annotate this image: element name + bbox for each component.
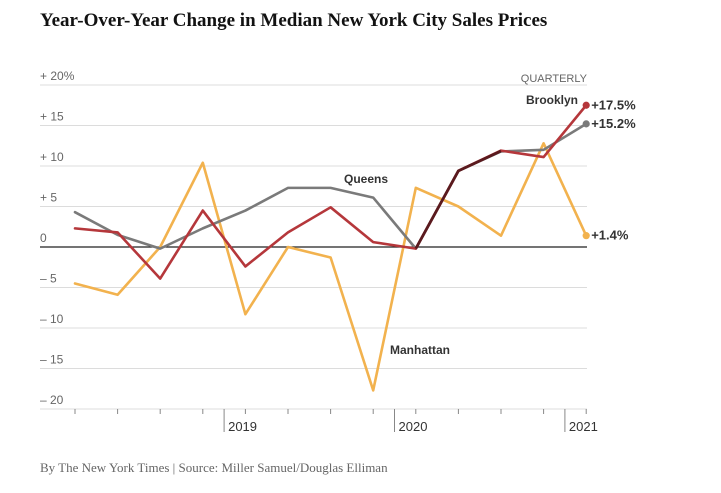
manhattan-end-label: +1.4%	[591, 228, 629, 243]
grid-lines	[40, 84, 587, 410]
y-tick-label: 0	[40, 231, 47, 245]
x-tick-label: 2019	[228, 419, 257, 434]
x-tick-label: 2020	[399, 419, 428, 434]
period-label: QUARTERLY	[521, 73, 588, 85]
brooklyn-end-dot	[582, 101, 590, 109]
brooklyn-series-label: Brooklyn	[526, 93, 578, 107]
y-tick-label: – 20	[40, 393, 64, 407]
y-tick-label: + 15	[40, 110, 64, 124]
chart-title: Year-Over-Year Change in Median New York…	[40, 10, 548, 31]
queens-end-dot	[582, 120, 590, 128]
series-labels: +15.2% +17.5% +1.4% Queens Brooklyn Manhattan	[344, 93, 636, 357]
series-lines	[73, 103, 588, 392]
queens-series-label: Queens	[344, 172, 388, 186]
manhattan-series-line	[73, 142, 588, 392]
y-tick-label: + 10	[40, 150, 64, 164]
brooklyn-end-label: +17.5%	[591, 97, 636, 112]
y-tick-label: – 15	[40, 353, 64, 367]
y-tick-label: + 5	[40, 191, 57, 205]
y-axis-ticks: + 20% + 15 + 10 + 5 0 – 5 – 10 – 15 – 20	[40, 69, 75, 407]
queens-end-label: +15.2%	[591, 116, 636, 131]
x-axis: 2019 2020 2021	[74, 409, 598, 434]
manhattan-series-label: Manhattan	[390, 343, 450, 357]
brooklyn-series-line	[73, 103, 588, 280]
queens-series-line	[73, 122, 588, 250]
y-tick-label: + 20%	[40, 69, 75, 83]
x-tick-label: 2021	[569, 419, 598, 434]
y-tick-label: – 10	[40, 312, 64, 326]
y-tick-label: – 5	[40, 272, 57, 286]
manhattan-end-dot	[582, 232, 590, 240]
overlap-segment	[414, 149, 502, 250]
source-credit: By The New York Times | Source: Miller S…	[40, 460, 388, 475]
